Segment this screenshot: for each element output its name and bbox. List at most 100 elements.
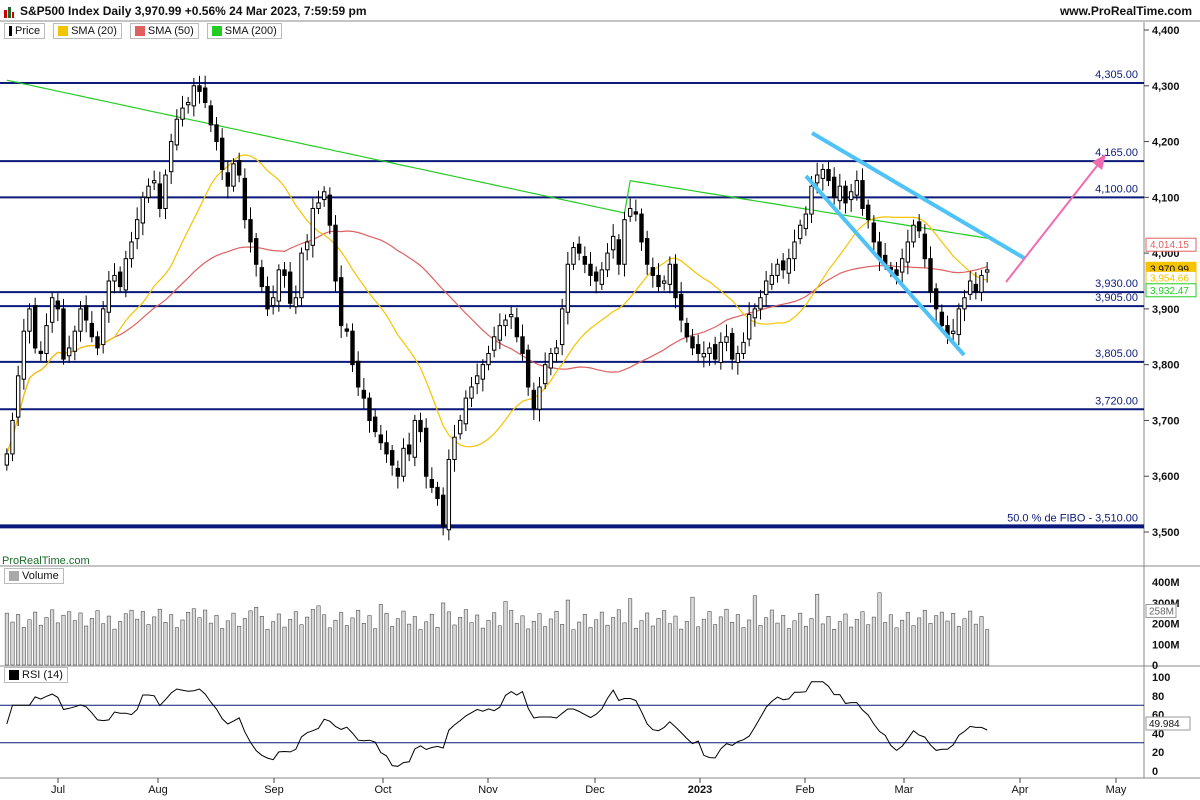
candle-body [605, 252, 610, 271]
price-badge [1145, 283, 1197, 298]
candle-body [520, 336, 525, 355]
candle-body [304, 241, 310, 251]
candle-body [933, 288, 939, 310]
volume-bar [61, 614, 66, 666]
legend-sma20[interactable]: SMA (20) [53, 23, 122, 39]
x-tick-label: Sep [264, 784, 284, 796]
volume-bar [696, 626, 701, 666]
candle-body [174, 118, 180, 146]
candle-body [916, 221, 922, 232]
volume-bar [792, 620, 797, 666]
volume-bar [713, 624, 718, 666]
volume-bar [225, 620, 230, 666]
volume-bar [775, 622, 780, 666]
volume-bar [520, 615, 525, 666]
volume-badge-label: 258M [1149, 606, 1174, 617]
volume-bar [905, 612, 910, 666]
volume-bar [78, 612, 83, 666]
level-label: 3,905.00 [1095, 292, 1138, 304]
volume-bar [650, 625, 655, 666]
volume-bar [854, 619, 859, 666]
candle-body [61, 308, 66, 360]
price-badge-label: 3,954.66 [1150, 273, 1189, 284]
volume-bar [605, 624, 610, 666]
legend-sma200[interactable]: SMA (200) [206, 23, 282, 39]
volume-bar [633, 628, 638, 666]
title-bar: S&P500 Index Daily 3,970.99 +0.56% 24 Ma… [0, 0, 1200, 22]
volume-bar [339, 612, 344, 666]
candle-body [729, 332, 735, 360]
volume-bar [50, 609, 55, 666]
x-axis: Jul Aug Sep Oct Nov Dec 2023 Feb Mar Apr May [51, 778, 1127, 796]
brand-link[interactable]: www.ProRealTime.com [1059, 4, 1192, 18]
volume-bar [979, 616, 984, 666]
volume-bar [180, 619, 185, 666]
volume-bar [208, 622, 213, 666]
candle-body [214, 124, 219, 143]
volume-bar [968, 610, 973, 666]
volume-bar [197, 617, 202, 666]
volume-bar [265, 629, 270, 666]
candle-body [49, 297, 55, 323]
x-tick-label: 2023 [688, 784, 712, 796]
candle-body [146, 185, 151, 198]
candle-body [758, 297, 763, 310]
price-tick-label: 4,300 [1152, 81, 1180, 93]
volume-bar [883, 622, 888, 666]
candle-body [514, 317, 520, 338]
sma200-line [6, 79, 988, 239]
volume-bar [191, 608, 196, 666]
volume-bar [888, 614, 893, 666]
candle-body [973, 283, 979, 293]
volume-bar [945, 620, 950, 666]
candle-body [576, 243, 582, 254]
volume-bar [395, 618, 400, 666]
volume-bar [157, 608, 162, 666]
candle-body [588, 263, 593, 276]
volume-bar [690, 596, 695, 666]
x-tick-label: Apr [1011, 784, 1028, 796]
candle-body [593, 271, 599, 282]
candle-body [299, 252, 304, 299]
rsi-label[interactable]: RSI (14) [4, 667, 68, 683]
candle-body [10, 419, 15, 455]
candle-body [208, 105, 214, 126]
volume-bar [373, 628, 378, 666]
volume-bar [939, 611, 944, 666]
candle-body [984, 269, 990, 273]
volume-bar [820, 623, 825, 666]
level-label: 4,165.00 [1095, 147, 1138, 159]
volume-bar [798, 612, 803, 666]
candle-body [582, 255, 588, 265]
candle-body [644, 238, 650, 265]
trendlines [804, 131, 1106, 357]
volume-bar [4, 612, 9, 666]
candle-body [72, 330, 78, 352]
legend-sma50[interactable]: SMA (50) [129, 23, 199, 39]
volume-bar [254, 607, 259, 666]
volume-bar [16, 614, 21, 666]
volume-bar [815, 593, 820, 666]
x-tick-label: Jul [51, 784, 65, 796]
volume-bar [871, 616, 876, 666]
volume-bar [707, 611, 712, 666]
volume-label[interactable]: Volume [4, 568, 64, 584]
volume-bar [95, 610, 100, 666]
candle-body [565, 263, 571, 313]
candle-body [163, 174, 168, 209]
volume-bar [985, 629, 990, 666]
volume-bar [514, 623, 519, 666]
lower-trendline [804, 174, 966, 357]
candle-body [134, 219, 140, 240]
legend-price[interactable]: Price [4, 23, 46, 39]
volume-bar [435, 626, 440, 666]
volume-bar [305, 616, 310, 666]
candle-body [225, 172, 231, 187]
candle-body [401, 447, 406, 477]
candle-body [38, 350, 44, 355]
volume-bar [21, 627, 26, 666]
sma50-path [6, 230, 988, 455]
volume-bar [112, 628, 117, 666]
price-tick-label: 3,500 [1152, 527, 1180, 539]
